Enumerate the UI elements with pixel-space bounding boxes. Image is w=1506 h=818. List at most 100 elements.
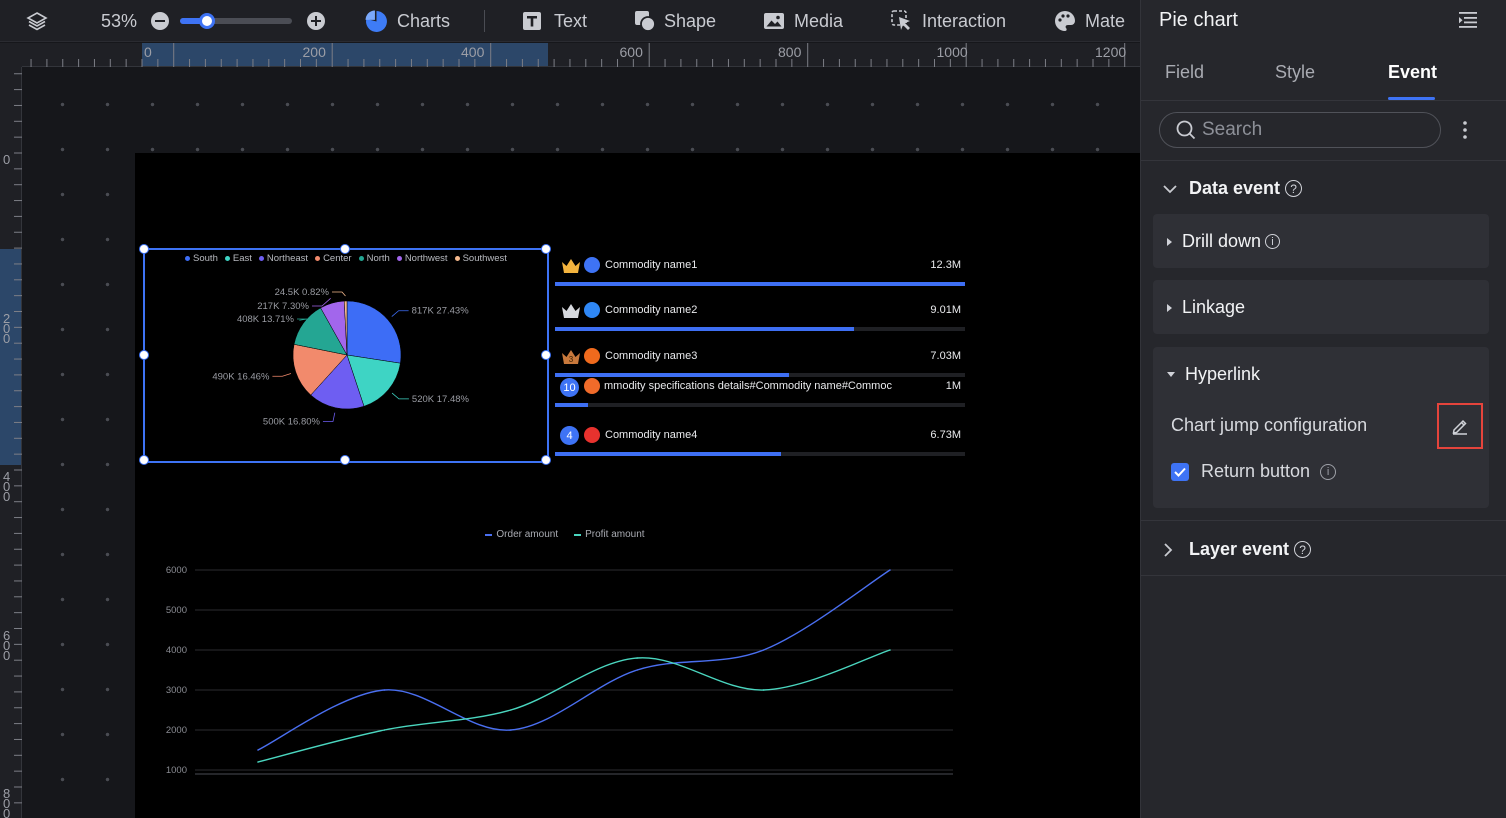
pencil-icon <box>1451 417 1469 435</box>
collapse-panel-icon[interactable] <box>1458 10 1478 35</box>
pie-slice-label: 500K 16.80% <box>263 417 321 428</box>
list-item[interactable]: Commodity name1 12.3M <box>555 249 965 289</box>
data-point[interactable] <box>510 729 512 731</box>
list-item[interactable]: 3 Commodity name3 7.03M <box>555 340 965 380</box>
resize-handle[interactable] <box>541 455 551 465</box>
data-point[interactable] <box>384 689 386 691</box>
item-value: 9.01M <box>930 304 961 316</box>
item-value: 12.3M <box>930 259 961 271</box>
search-input[interactable] <box>1202 119 1422 141</box>
info-icon[interactable]: i <box>1265 234 1280 249</box>
data-point[interactable] <box>763 689 765 691</box>
edit-jump-config-button[interactable] <box>1437 403 1483 449</box>
series-line[interactable] <box>258 650 890 762</box>
data-point[interactable] <box>384 729 386 731</box>
resize-handle[interactable] <box>139 350 149 360</box>
data-point[interactable] <box>257 761 259 763</box>
item-name: Commodity name3 <box>605 350 915 362</box>
item-name: Commodity name2 <box>605 304 915 316</box>
app-logo-icon <box>584 348 600 364</box>
text-icon <box>522 11 542 31</box>
list-item[interactable]: Commodity name2 9.01M <box>555 294 965 334</box>
data-point[interactable] <box>763 649 765 651</box>
data-point[interactable] <box>510 709 512 711</box>
item-value: 6.73M <box>930 429 961 441</box>
list-item[interactable]: 10 ஬mmodity specifications details#Commod… <box>555 375 965 415</box>
zoom-out-icon[interactable] <box>150 0 170 42</box>
progress-fill <box>555 327 854 331</box>
pie-slice[interactable] <box>347 301 401 363</box>
chevron-down-icon <box>1163 184 1177 194</box>
cursor-click-icon <box>891 10 913 32</box>
linkage-header[interactable]: Linkage <box>1167 297 1245 318</box>
ruler-label: 600 <box>620 44 643 60</box>
crown-icon <box>560 302 582 320</box>
pie-chart-widget[interactable]: South East Northeast Center North Northwest So… <box>143 248 549 463</box>
resize-handle[interactable] <box>541 350 551 360</box>
linkage-card[interactable]: Linkage <box>1153 280 1489 334</box>
hyperlink-label: Hyperlink <box>1185 364 1260 385</box>
data-point[interactable] <box>636 669 638 671</box>
line-chart-widget[interactable]: Order amount Profit amount 1000 2000 3000 40… <box>155 523 975 783</box>
zoom-slider[interactable] <box>180 0 292 42</box>
toolbar-charts[interactable]: Charts <box>365 0 450 42</box>
layers-icon[interactable] <box>26 0 48 42</box>
search-box[interactable] <box>1159 112 1441 148</box>
data-point[interactable] <box>636 657 638 659</box>
ranking-list-widget[interactable]: Commodity name1 12.3M Commodity name2 9.01M… <box>555 249 965 471</box>
design-canvas[interactable]: South East Northeast Center North Northwest So… <box>22 67 1140 818</box>
series-line[interactable] <box>258 570 890 750</box>
data-point[interactable] <box>889 569 891 571</box>
data-point[interactable] <box>257 749 259 751</box>
toolbar-interaction[interactable]: Interaction <box>891 0 1006 42</box>
pie-label-line <box>392 311 409 317</box>
zoom-in-icon[interactable] <box>306 0 326 42</box>
tab-event[interactable]: Event <box>1388 62 1437 83</box>
more-options-icon[interactable] <box>1462 120 1468 145</box>
progress-track <box>555 327 965 331</box>
app-logo-icon <box>584 302 600 318</box>
checkmark-icon <box>1174 467 1186 477</box>
tab-style[interactable]: Style <box>1275 62 1315 83</box>
resize-handle[interactable] <box>340 455 350 465</box>
layer-event-label: Layer event <box>1189 539 1289 560</box>
ruler-corner <box>0 43 22 67</box>
resize-handle[interactable] <box>340 244 350 254</box>
zoom-slider-thumb[interactable] <box>199 13 215 29</box>
pie-slice-label: 408K 13.71% <box>237 314 295 325</box>
toolbar-materials[interactable]: Materia <box>1054 0 1125 42</box>
resize-handle[interactable] <box>541 244 551 254</box>
item-name: Commodity name4 <box>605 429 915 441</box>
item-value: 7.03M <box>930 350 961 362</box>
progress-track <box>555 282 965 286</box>
data-event-section-header[interactable]: Data event ? <box>1163 178 1302 199</box>
resize-handle[interactable] <box>139 455 149 465</box>
chevron-right-icon <box>1163 543 1173 557</box>
toolbar-media[interactable]: Media <box>763 0 843 42</box>
list-item[interactable]: 4 Commodity name4 6.73M <box>555 419 965 459</box>
layer-event-section-header[interactable]: Layer event ? <box>1163 539 1311 560</box>
caret-right-icon <box>1167 304 1172 312</box>
progress-track <box>555 452 965 456</box>
hyperlink-header[interactable]: Hyperlink <box>1167 364 1260 385</box>
info-icon[interactable]: i <box>1320 464 1336 480</box>
pie-slice-label: 24.5K 0.82% <box>275 287 330 298</box>
drill-down-card[interactable]: Drill down i <box>1153 214 1489 268</box>
help-icon[interactable]: ? <box>1294 541 1311 558</box>
help-icon[interactable]: ? <box>1285 180 1302 197</box>
return-button-checkbox[interactable] <box>1171 463 1189 481</box>
data-point[interactable] <box>889 649 891 651</box>
toolbar-divider <box>484 10 485 32</box>
dashboard-board[interactable]: South East Northeast Center North Northwest So… <box>135 153 1140 818</box>
ruler-label: 6 0 0 <box>3 631 15 661</box>
ruler-label: 2 0 0 <box>3 314 15 344</box>
tab-field[interactable]: Field <box>1165 62 1204 83</box>
resize-handle[interactable] <box>139 244 149 254</box>
return-button-row: Return button i <box>1171 461 1336 482</box>
chart-jump-config-label: Chart jump configuration <box>1171 415 1367 436</box>
drill-down-header[interactable]: Drill down i <box>1167 231 1280 252</box>
y-tick-label: 3000 <box>166 685 187 696</box>
svg-text:3: 3 <box>569 355 574 364</box>
toolbar-text[interactable]: Text <box>522 0 587 42</box>
toolbar-shape[interactable]: Shape <box>634 0 716 42</box>
